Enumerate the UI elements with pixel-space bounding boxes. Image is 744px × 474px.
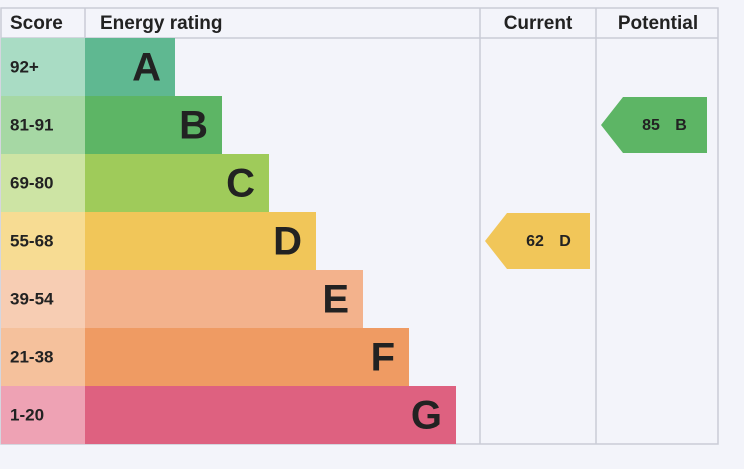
score-range: 55-68 xyxy=(10,231,53,250)
header-potential: Potential xyxy=(618,13,698,34)
score-cell xyxy=(1,270,85,328)
current-value: 62 xyxy=(526,233,544,250)
current-arrow xyxy=(485,213,590,269)
score-range: 69-80 xyxy=(10,173,53,192)
score-range: 1-20 xyxy=(10,405,44,424)
header-current: Current xyxy=(504,13,573,34)
rating-bar xyxy=(85,386,456,444)
rating-bar xyxy=(85,328,409,386)
rating-bar xyxy=(85,154,269,212)
score-cell xyxy=(1,212,85,270)
header-rating: Energy rating xyxy=(100,13,222,34)
score-range: 39-54 xyxy=(10,289,54,308)
rating-bar xyxy=(85,270,363,328)
rating-bar xyxy=(85,212,316,270)
score-cell xyxy=(1,38,85,96)
rating-letter: G xyxy=(411,394,442,438)
rating-letter: F xyxy=(371,336,395,380)
potential-rating: B xyxy=(675,117,687,134)
score-cell xyxy=(1,386,85,444)
score-range: 21-38 xyxy=(10,347,53,366)
rating-letter: B xyxy=(179,104,208,148)
score-range: 81-91 xyxy=(10,115,53,134)
header-score: Score xyxy=(10,13,63,34)
rating-letter: D xyxy=(273,220,302,264)
potential-arrow xyxy=(601,97,707,153)
current-rating: D xyxy=(559,233,571,250)
rating-letter: E xyxy=(322,278,349,322)
score-cell xyxy=(1,96,85,154)
score-cell xyxy=(1,328,85,386)
score-range: 92+ xyxy=(10,57,39,76)
rating-bar xyxy=(85,96,222,154)
score-cell xyxy=(1,154,85,212)
rating-letter: C xyxy=(226,162,255,206)
potential-value: 85 xyxy=(642,117,660,134)
rating-bar xyxy=(85,38,175,96)
rating-letter: A xyxy=(132,46,161,90)
